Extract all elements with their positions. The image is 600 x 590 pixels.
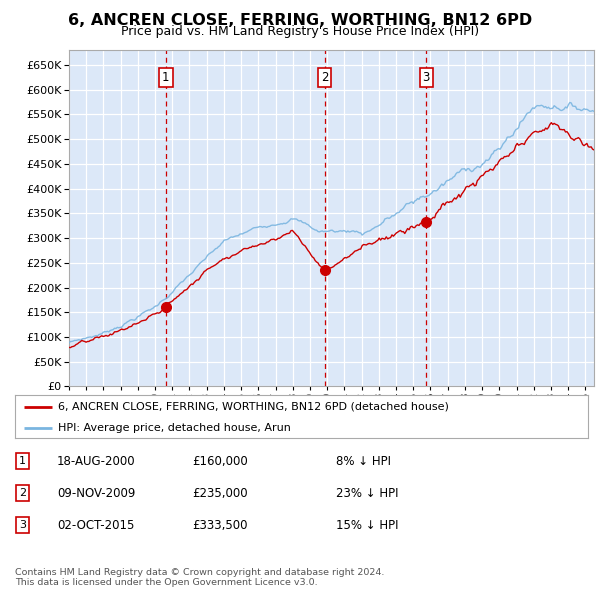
Text: £333,500: £333,500 [192, 519, 248, 532]
Text: 2: 2 [321, 71, 329, 84]
Text: HPI: Average price, detached house, Arun: HPI: Average price, detached house, Arun [58, 424, 291, 434]
Text: 23% ↓ HPI: 23% ↓ HPI [336, 487, 398, 500]
Text: £235,000: £235,000 [192, 487, 248, 500]
Text: £160,000: £160,000 [192, 455, 248, 468]
Text: 1: 1 [162, 71, 170, 84]
Text: 1: 1 [19, 457, 26, 466]
Text: 3: 3 [422, 71, 430, 84]
Text: 3: 3 [19, 520, 26, 530]
Text: 6, ANCREN CLOSE, FERRING, WORTHING, BN12 6PD (detached house): 6, ANCREN CLOSE, FERRING, WORTHING, BN12… [58, 402, 449, 412]
Text: 09-NOV-2009: 09-NOV-2009 [57, 487, 136, 500]
Text: Contains HM Land Registry data © Crown copyright and database right 2024.
This d: Contains HM Land Registry data © Crown c… [15, 568, 385, 587]
Text: 18-AUG-2000: 18-AUG-2000 [57, 455, 136, 468]
Text: Price paid vs. HM Land Registry's House Price Index (HPI): Price paid vs. HM Land Registry's House … [121, 25, 479, 38]
Text: 02-OCT-2015: 02-OCT-2015 [57, 519, 134, 532]
Text: 6, ANCREN CLOSE, FERRING, WORTHING, BN12 6PD: 6, ANCREN CLOSE, FERRING, WORTHING, BN12… [68, 13, 532, 28]
Text: 8% ↓ HPI: 8% ↓ HPI [336, 455, 391, 468]
Text: 2: 2 [19, 489, 26, 498]
Text: 15% ↓ HPI: 15% ↓ HPI [336, 519, 398, 532]
